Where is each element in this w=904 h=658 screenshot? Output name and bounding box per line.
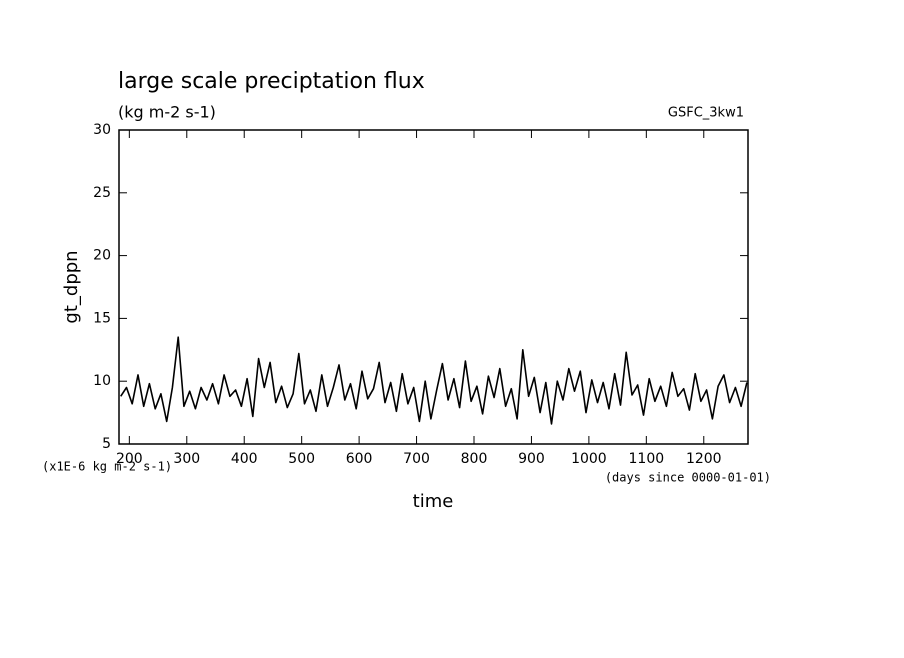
x-tick-label: 700 bbox=[403, 451, 430, 467]
x-tick-label: 1200 bbox=[686, 451, 722, 467]
data-line bbox=[120, 336, 748, 425]
y-tick-label: 5 bbox=[102, 436, 111, 452]
x-tick-label: 600 bbox=[346, 451, 373, 467]
x-tick-label: 300 bbox=[173, 451, 200, 467]
plot-frame bbox=[118, 129, 749, 445]
x-unit-note: (days since 0000-01-01) bbox=[605, 471, 771, 485]
x-axis-label: time bbox=[413, 491, 454, 512]
x-tick-label: 1000 bbox=[571, 451, 607, 467]
y-tick-label: 25 bbox=[93, 185, 111, 201]
y-tick-label: 10 bbox=[93, 373, 111, 389]
y-tick-label: 30 bbox=[93, 122, 111, 138]
x-tick-label: 800 bbox=[461, 451, 488, 467]
y-tick-label: 15 bbox=[93, 310, 111, 326]
chart-title: large scale preciptation flux bbox=[118, 69, 425, 94]
y-axis-label: gt_dppn bbox=[61, 250, 82, 323]
y-unit-note: (x1E-6 kg m-2 s-1) bbox=[42, 460, 172, 474]
chart-subtitle: (kg m-2 s-1) bbox=[118, 103, 216, 122]
x-tick-label: 900 bbox=[518, 451, 545, 467]
x-tick-label: 400 bbox=[231, 451, 258, 467]
x-tick-label: 1100 bbox=[629, 451, 665, 467]
x-tick-label: 500 bbox=[288, 451, 315, 467]
annotation: GSFC_3kw1 bbox=[668, 106, 744, 121]
x-tick-label: 200 bbox=[116, 451, 143, 467]
y-tick-label: 20 bbox=[93, 248, 111, 264]
